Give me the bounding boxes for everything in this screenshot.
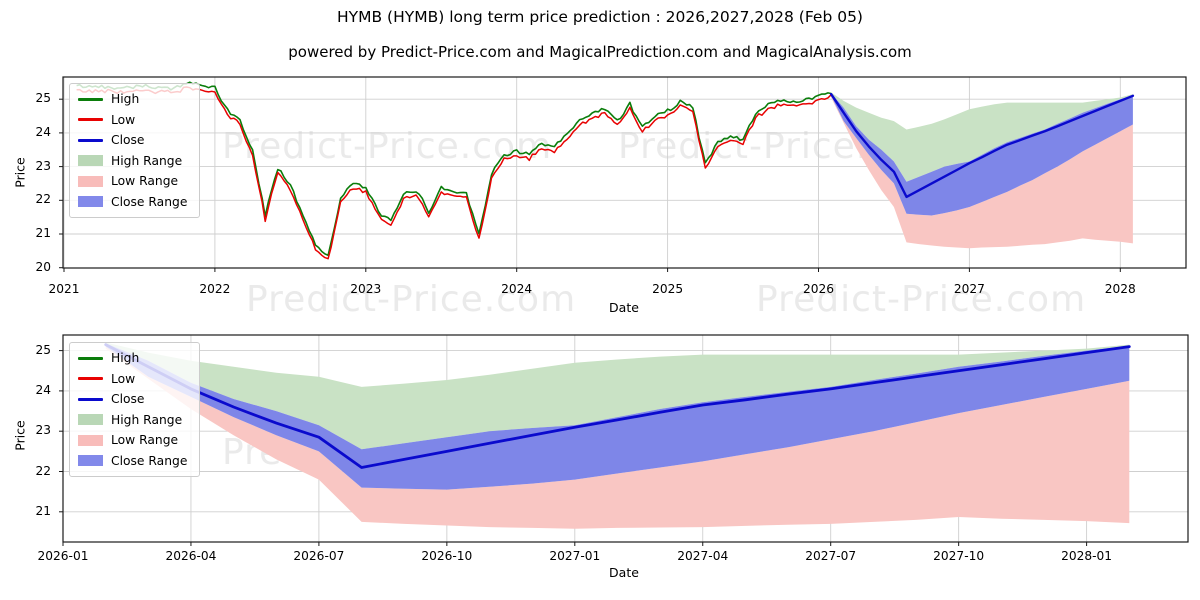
- x-tick-label: 2027: [953, 282, 985, 296]
- legend-item-close-range: Close Range: [78, 451, 187, 472]
- legend-item-low: Low: [78, 369, 187, 390]
- high-range-swatch: [78, 414, 103, 426]
- legend-item-high: High: [78, 348, 187, 369]
- x-tick-label: 2021: [48, 282, 80, 296]
- x-tick-label: 2027-07: [805, 549, 857, 563]
- page-subtitle: powered by Predict-Price.com and Magical…: [288, 43, 912, 61]
- legend-item-label: High: [111, 351, 140, 366]
- legend-item-close-range: Close Range: [78, 192, 187, 213]
- y-tick-label: 20: [35, 259, 51, 274]
- legend-item-label: Close: [111, 392, 145, 407]
- legend-item-close: Close: [78, 389, 187, 410]
- x-tick-label: 2026-10: [421, 549, 473, 563]
- y-tick-label: 23: [35, 423, 51, 438]
- high-line-swatch: [78, 97, 103, 101]
- y-tick-label: 23: [35, 158, 51, 173]
- legend-item-label: Low: [111, 371, 136, 386]
- y-tick-label: 22: [35, 192, 51, 207]
- y-tick-label: 22: [35, 463, 51, 478]
- y-tick-label: 25: [35, 342, 51, 357]
- legend-item-close: Close: [78, 130, 187, 151]
- legend-item-label: Low: [111, 112, 136, 127]
- legend-item-label: Close Range: [111, 194, 188, 209]
- close-range-swatch: [78, 455, 103, 467]
- legend-item-low-range: Low Range: [78, 430, 187, 451]
- legend-item-label: High: [111, 92, 140, 107]
- y-tick-label: 21: [35, 503, 51, 518]
- legend-item-label: High Range: [111, 412, 183, 427]
- x-tick-label: 2022: [199, 282, 231, 296]
- bottom-legend: High Low Close High Range Low Range Clos…: [69, 342, 201, 477]
- x-tick-label: 2027-04: [677, 549, 729, 563]
- x-tick-label: 2026-01: [37, 549, 89, 563]
- x-tick-label: 2027-01: [549, 549, 601, 563]
- y-tick-label: 24: [35, 382, 51, 397]
- page-title: HYMB (HYMB) long term price prediction :…: [337, 8, 863, 26]
- low-range-swatch: [78, 175, 103, 187]
- x-tick-label: 2025: [652, 282, 684, 296]
- x-tick-label: 2028: [1104, 282, 1136, 296]
- x-tick-label: 2028-01: [1061, 549, 1113, 563]
- x-tick-label: 2027-10: [933, 549, 985, 563]
- x-tick-label: 2026: [802, 282, 835, 296]
- legend-item-low-range: Low Range: [78, 171, 187, 192]
- top-legend: High Low Close High Range Low Range Clos…: [69, 83, 201, 218]
- legend-item-label: Low Range: [111, 174, 179, 189]
- low-range-swatch: [78, 434, 103, 446]
- x-tick-label: 2026-04: [165, 549, 217, 563]
- close-range-swatch: [78, 196, 103, 208]
- low-line-swatch: [78, 377, 103, 381]
- y-tick-label: 25: [35, 91, 51, 106]
- close-line-swatch: [78, 138, 103, 142]
- high-range-swatch: [78, 155, 103, 167]
- legend-item-high: High: [78, 89, 187, 110]
- top-date-axis-label: Date: [609, 300, 639, 315]
- legend-item-label: High Range: [111, 153, 183, 168]
- x-tick-label: 2026-07: [293, 549, 345, 563]
- y-tick-label: 24: [35, 124, 51, 139]
- legend-item-high-range: High Range: [78, 151, 187, 172]
- legend-item-label: Low Range: [111, 433, 179, 448]
- legend-item-label: Close Range: [111, 453, 188, 468]
- y-tick-label: 21: [35, 226, 51, 240]
- low-line-swatch: [78, 118, 103, 122]
- x-tick-label: 2023: [350, 282, 382, 296]
- x-tick-label: 2024: [501, 282, 533, 296]
- close-line-swatch: [78, 397, 103, 401]
- high-line-swatch: [78, 356, 103, 360]
- legend-item-high-range: High Range: [78, 410, 187, 431]
- legend-item-label: Close: [111, 133, 145, 148]
- bottom-date-axis-label: Date: [609, 565, 639, 580]
- legend-item-low: Low: [78, 110, 187, 131]
